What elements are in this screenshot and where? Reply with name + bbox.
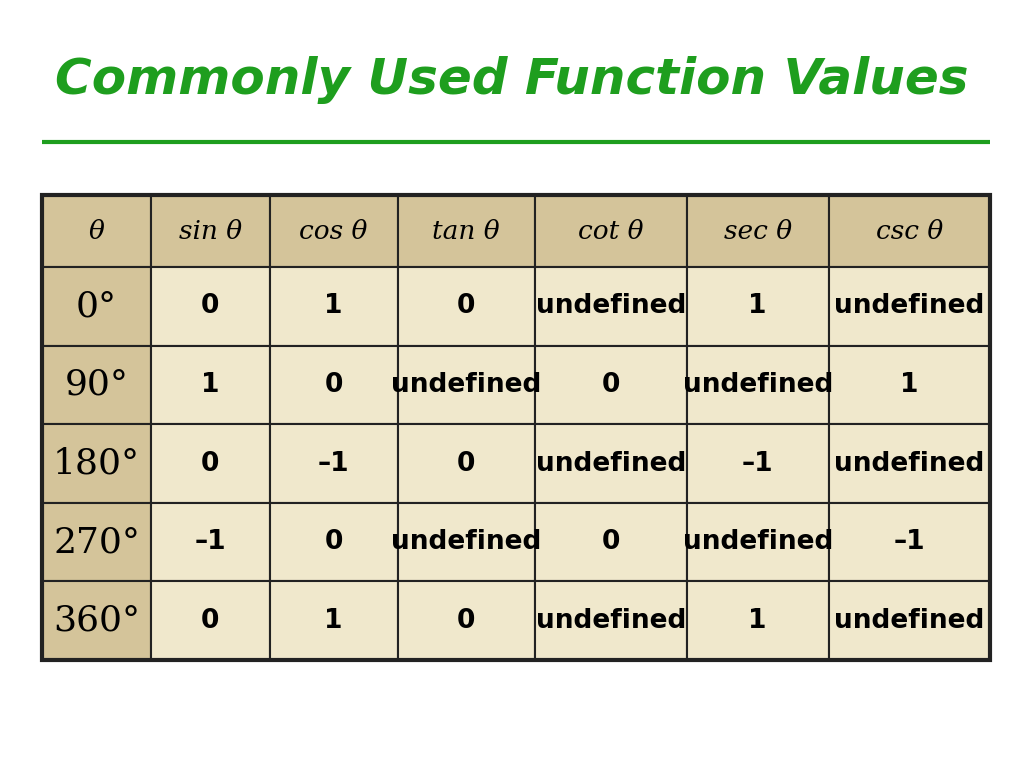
Text: –1: –1: [195, 529, 226, 555]
Text: 180°: 180°: [53, 446, 140, 481]
Text: csc θ: csc θ: [876, 219, 943, 243]
Text: 90°: 90°: [65, 368, 128, 402]
Text: 270°: 270°: [53, 525, 140, 559]
Bar: [42, 195, 990, 660]
Bar: [269, 346, 397, 424]
Text: θ: θ: [88, 219, 104, 243]
Text: Commonly Used Function Values: Commonly Used Function Values: [55, 56, 969, 104]
Text: 1: 1: [325, 607, 343, 634]
Text: 0: 0: [457, 451, 475, 476]
Bar: [535, 581, 687, 660]
Bar: [828, 424, 990, 503]
Text: 0: 0: [457, 293, 475, 319]
Text: sec θ: sec θ: [724, 219, 792, 243]
Bar: [828, 195, 990, 267]
Text: 1: 1: [325, 293, 343, 319]
Bar: [42, 424, 151, 503]
Text: undefined: undefined: [536, 293, 686, 319]
Bar: [397, 503, 535, 581]
Bar: [828, 346, 990, 424]
Bar: [397, 581, 535, 660]
Text: undefined: undefined: [536, 451, 686, 476]
Text: –1: –1: [894, 529, 926, 555]
Text: undefined: undefined: [683, 372, 833, 398]
Bar: [397, 195, 535, 267]
Text: 0: 0: [602, 529, 620, 555]
Bar: [687, 503, 828, 581]
Text: 0: 0: [457, 607, 475, 634]
Text: 360°: 360°: [53, 604, 140, 637]
Bar: [151, 267, 269, 346]
Text: 1: 1: [749, 607, 767, 634]
Bar: [535, 424, 687, 503]
Text: sin θ: sin θ: [179, 219, 242, 243]
Bar: [151, 195, 269, 267]
Text: undefined: undefined: [835, 607, 985, 634]
Text: 1: 1: [201, 372, 219, 398]
Bar: [535, 195, 687, 267]
Bar: [151, 424, 269, 503]
Text: 0: 0: [325, 372, 343, 398]
Bar: [687, 424, 828, 503]
Bar: [42, 346, 151, 424]
Bar: [828, 267, 990, 346]
Text: undefined: undefined: [391, 529, 542, 555]
Bar: [828, 581, 990, 660]
Bar: [535, 503, 687, 581]
Text: undefined: undefined: [536, 607, 686, 634]
Text: 1: 1: [749, 293, 767, 319]
Text: cot θ: cot θ: [579, 219, 643, 243]
Text: 0°: 0°: [76, 290, 117, 323]
Bar: [151, 503, 269, 581]
Text: undefined: undefined: [835, 451, 985, 476]
Bar: [687, 346, 828, 424]
Bar: [397, 267, 535, 346]
Bar: [687, 195, 828, 267]
Text: undefined: undefined: [835, 293, 985, 319]
Bar: [42, 581, 151, 660]
Text: 0: 0: [201, 451, 219, 476]
Bar: [151, 346, 269, 424]
Text: 0: 0: [325, 529, 343, 555]
Bar: [269, 503, 397, 581]
Bar: [687, 581, 828, 660]
Bar: [151, 581, 269, 660]
Text: 1: 1: [900, 372, 919, 398]
Bar: [535, 346, 687, 424]
Text: –1: –1: [317, 451, 349, 476]
Bar: [535, 267, 687, 346]
Text: 0: 0: [602, 372, 620, 398]
Bar: [42, 195, 151, 267]
Text: undefined: undefined: [391, 372, 542, 398]
Bar: [397, 346, 535, 424]
Bar: [269, 424, 397, 503]
Text: 0: 0: [201, 607, 219, 634]
Bar: [269, 581, 397, 660]
Text: tan θ: tan θ: [432, 219, 500, 243]
Bar: [269, 267, 397, 346]
Bar: [269, 195, 397, 267]
Bar: [828, 503, 990, 581]
Text: undefined: undefined: [683, 529, 833, 555]
Bar: [397, 424, 535, 503]
Bar: [42, 267, 151, 346]
Text: 0: 0: [201, 293, 219, 319]
Text: cos θ: cos θ: [299, 219, 368, 243]
Text: –1: –1: [742, 451, 773, 476]
Bar: [42, 503, 151, 581]
Bar: [687, 267, 828, 346]
